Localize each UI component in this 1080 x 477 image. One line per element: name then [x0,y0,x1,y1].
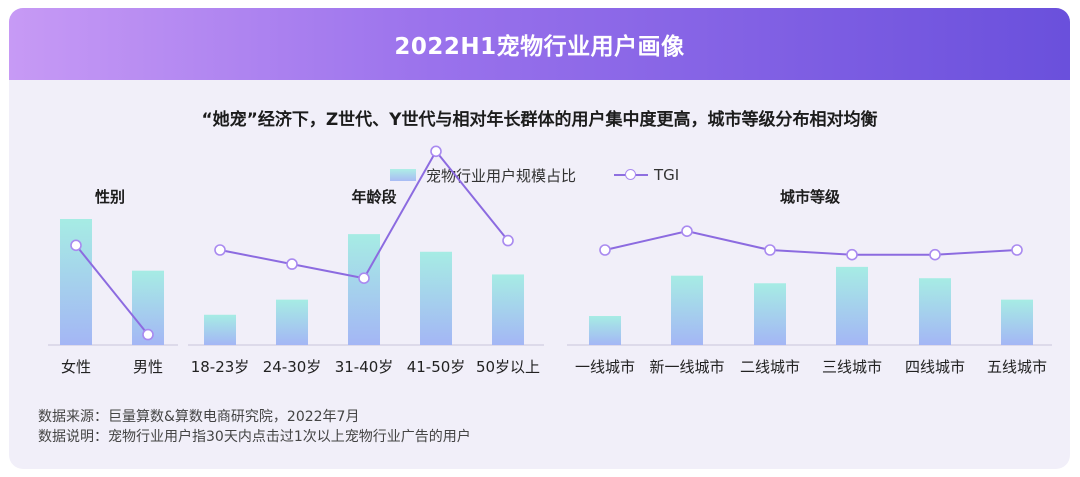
infographic-card: 2022H1宠物行业用户画像 “她宠”经济下，Z世代、Y世代与相对年长群体的用户… [9,8,1070,469]
tgi-point [142,328,154,341]
bar [754,283,786,345]
panel-title: 性别 [95,188,125,206]
tgi-point [214,244,226,256]
category-label: 女性 [61,358,91,376]
title-banner: 2022H1宠物行业用户画像 [9,8,1070,80]
tgi-point [358,272,370,285]
bar [671,275,703,345]
tgi-point [1011,244,1023,256]
bar [60,219,92,345]
category-label: 五线城市 [987,358,1047,376]
tgi-point [846,248,858,261]
bar [276,299,308,345]
legend-line-label: TGI [654,166,680,184]
category-label: 四线城市 [905,358,965,376]
bar [204,314,236,345]
tgi-point [599,244,611,256]
category-label: 41-50岁 [407,358,466,376]
page-title: 2022H1宠物行业用户画像 [394,34,685,60]
category-label: 新一线城市 [649,358,724,376]
category-label: 50岁以上 [476,358,540,376]
tgi-line [604,230,1018,256]
tgi-point [502,234,514,247]
footer: 数据来源：巨量算数&算数电商研究院，2022年7月 数据说明：宠物行业用户指30… [38,407,471,447]
category-label: 三线城市 [822,358,882,376]
bar [919,278,951,345]
subtitle: “她宠”经济下，Z世代、Y世代与相对年长群体的用户集中度更高，城市等级分布相对均… [201,110,878,130]
footer-source: 数据来源：巨量算数&算数电商研究院，2022年7月 [38,409,360,425]
tgi-point [764,244,776,256]
bar [836,266,868,345]
category-label: 18-23岁 [191,358,250,376]
legend-line-swatch [614,169,649,181]
tgi-point [286,258,298,270]
tgi-line [75,244,149,336]
footer-note: 数据说明：宠物行业用户指30天内点击过1次以上宠物行业广告的用户 [38,429,471,445]
category-label: 24-30岁 [263,358,322,376]
tgi-point [430,145,442,158]
legend-bar-label: 宠物行业用户规模占比 [426,166,577,185]
tgi-point [681,225,693,237]
bar [589,316,621,345]
bar [492,274,524,345]
legend-bar-swatch [390,169,416,181]
category-label: 31-40岁 [335,358,394,376]
bar [348,234,380,345]
category-label: 男性 [133,358,163,376]
bar [420,251,452,345]
tgi-point [70,239,82,252]
category-label: 一线城市 [575,358,635,376]
legend: 宠物行业用户规模占比 TGI [390,165,679,185]
bar [1001,299,1033,345]
category-label: 二线城市 [740,358,800,376]
panel-title: 城市等级 [780,188,841,206]
tgi-point [929,248,941,261]
panel-title: 年龄段 [351,188,396,206]
